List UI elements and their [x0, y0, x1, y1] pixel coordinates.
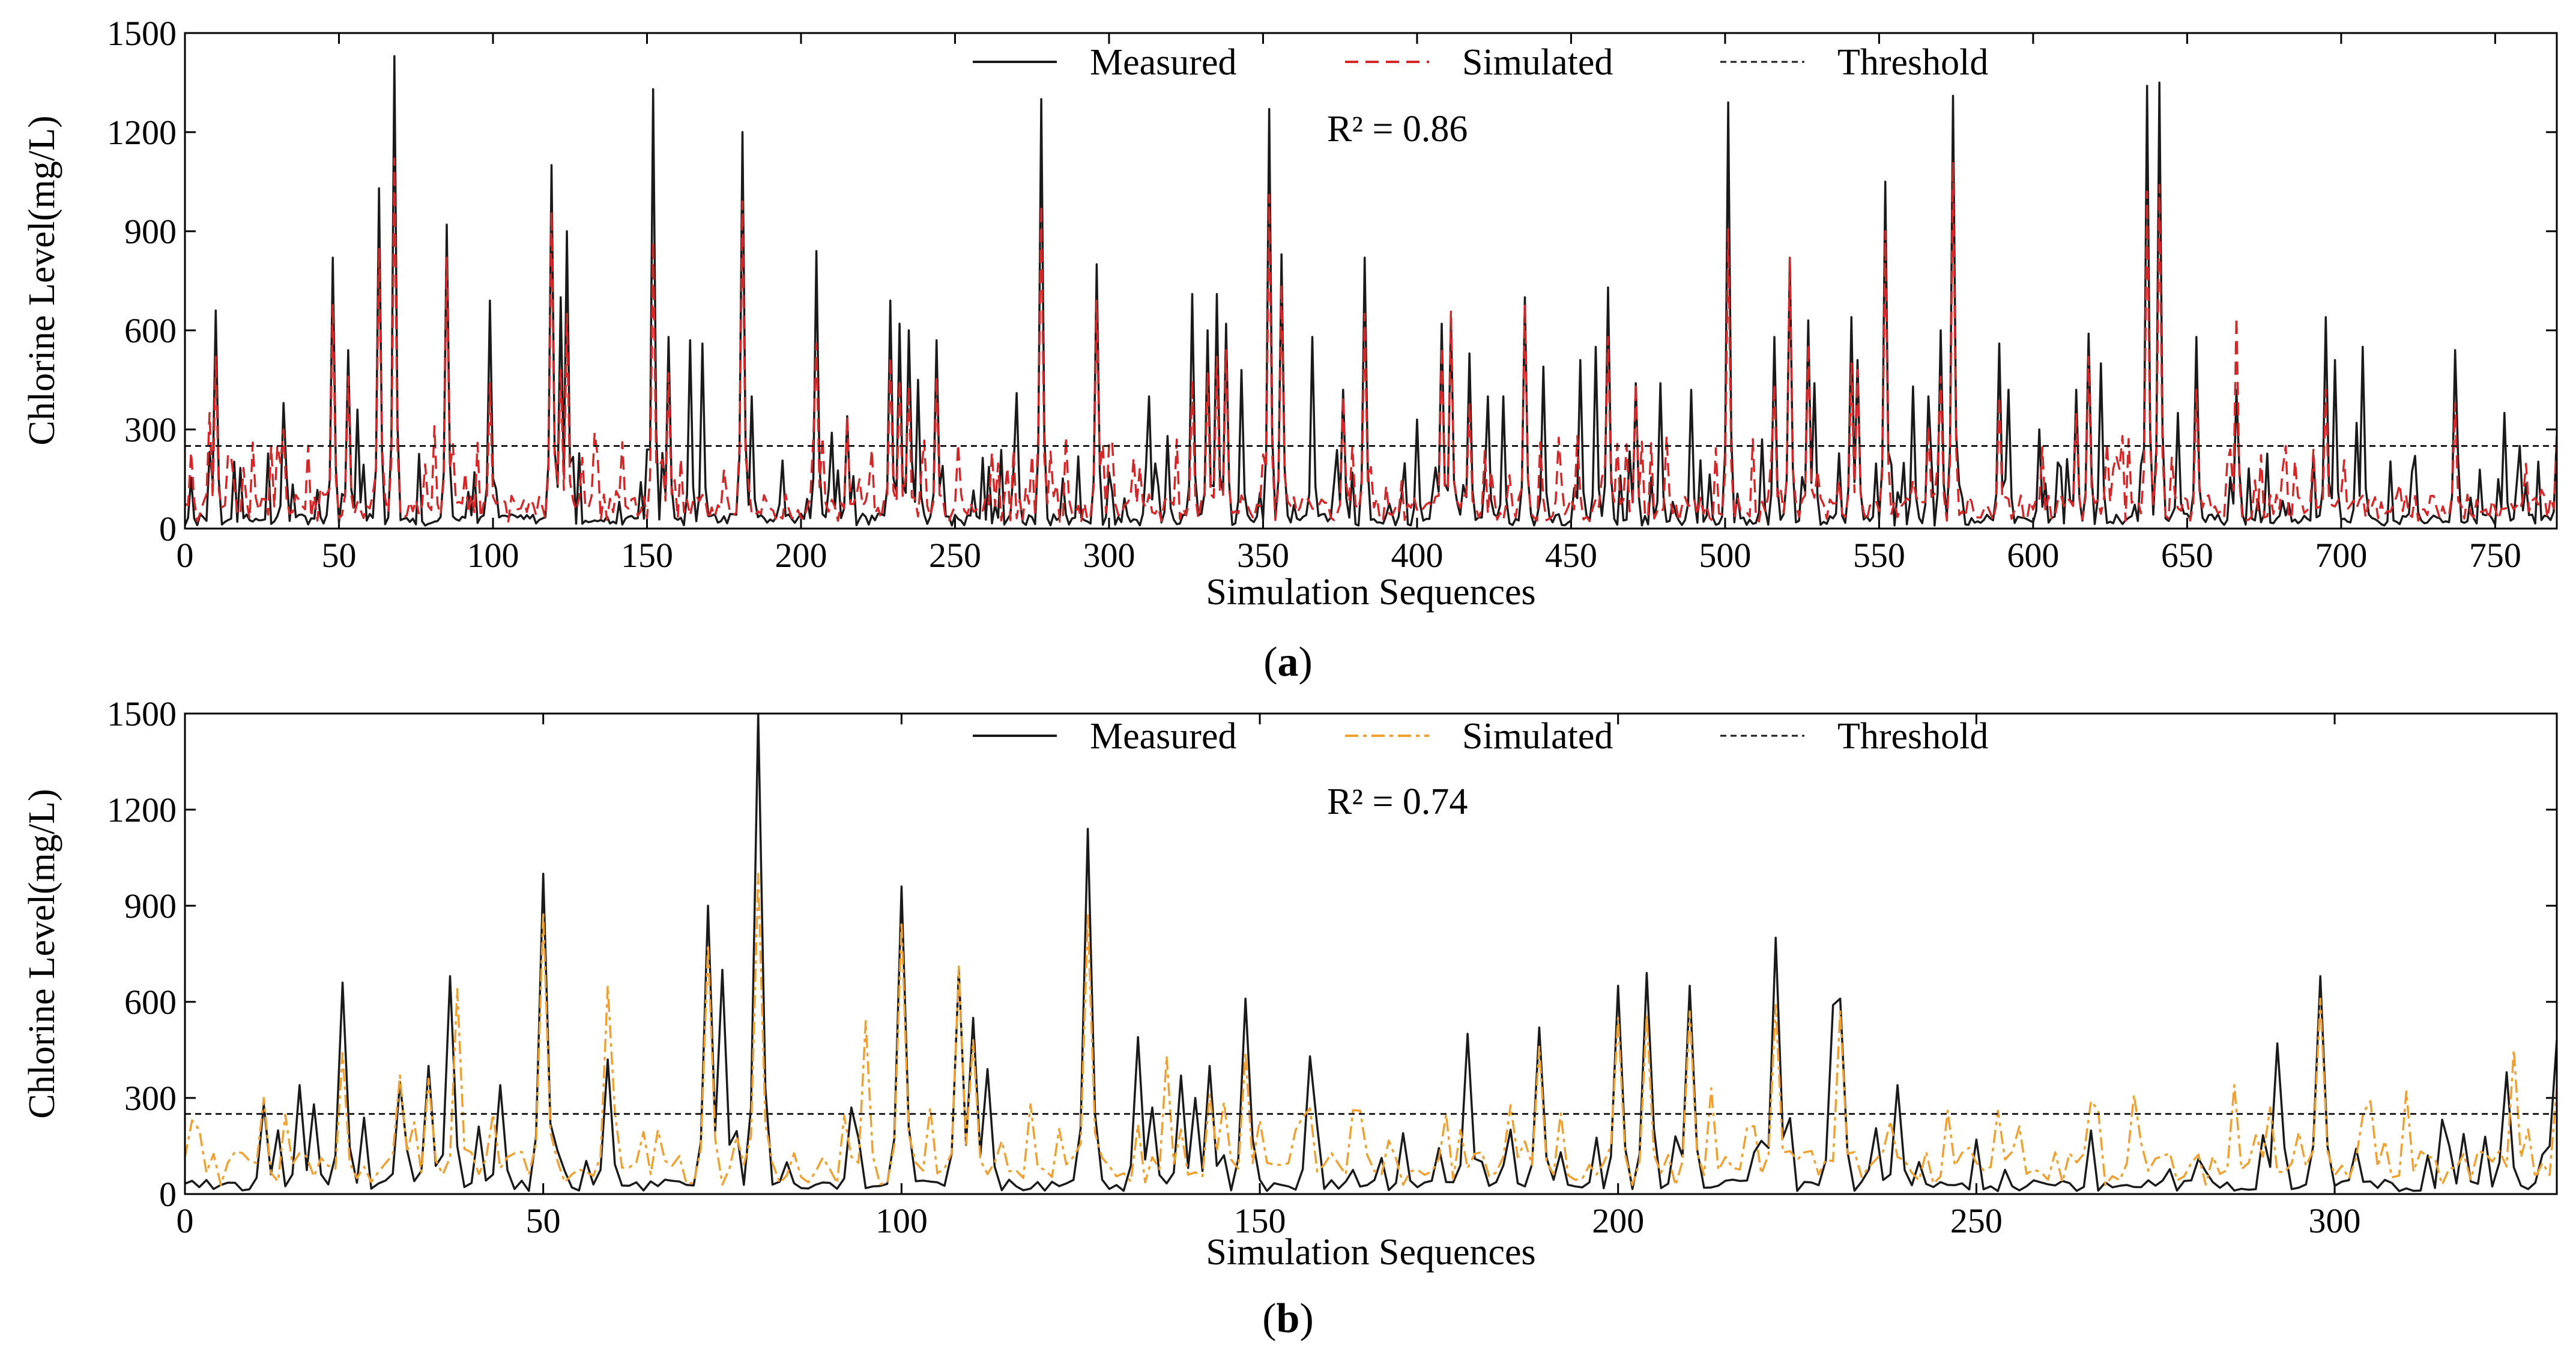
panel-b: 0 300 600 900 1200 1500 0 50 100 150 200 250 300 Mea… [22, 694, 2558, 1342]
legend-b-threshold-label: Threshold [1837, 716, 1988, 757]
panel-a-xtick-label-7: 350 [1237, 536, 1289, 575]
panel-a-xtick-label-10: 500 [1699, 536, 1751, 575]
panel-b-ytick-label-5: 1500 [107, 694, 177, 733]
panel-b-plot [185, 714, 2557, 1192]
panel-a-ytick-label-2: 600 [124, 311, 177, 350]
panel-a-caption: (a) [1263, 639, 1313, 685]
legend-a-measured-label: Measured [1090, 42, 1236, 83]
panel-a-ytick-label-3: 900 [124, 212, 177, 251]
panel-b-xtick-label-4: 200 [1592, 1201, 1644, 1240]
panel-a-frame [184, 32, 2558, 530]
panel-b-ytick-label-3: 900 [124, 887, 177, 926]
panel-a: 0 300 600 900 1200 1500 0 50 100 150 200 250 300 350 4… [22, 14, 2558, 685]
panel-b-ytick-label-2: 600 [124, 983, 177, 1022]
panel-a-series-area [185, 55, 2557, 527]
panel-b-ytick-label-0: 0 [159, 1175, 177, 1214]
legend-b-measured-label: Measured [1090, 716, 1236, 757]
panel-a-xtick-label-2: 100 [467, 536, 519, 575]
panel-a-gridlines: 0 300 600 900 1200 1500 0 50 100 150 200 250 300 350 4… [107, 14, 2557, 575]
panel-a-ytick-label-1: 300 [124, 410, 177, 449]
panel-b-gridlines: 0 300 600 900 1200 1500 0 50 100 150 200 250 300 [107, 694, 2557, 1240]
panel-a-xtick-label-13: 650 [2161, 536, 2213, 575]
panel-b-caption: (b) [1262, 1296, 1314, 1342]
panel-b-series-measured [185, 714, 2557, 1192]
panel-a-caption-letter: a [1278, 639, 1299, 685]
panel-a-xtick-label-12: 600 [2007, 536, 2059, 575]
panel-a-xtick-label-5: 250 [929, 536, 981, 575]
panel-a-legend: Measured Simulated Threshold [973, 42, 1988, 83]
panel-a-xtick-label-4: 200 [775, 536, 827, 575]
panel-a-plot [185, 55, 2557, 527]
panel-b-series-simulated [185, 872, 2557, 1187]
panel-b-legend: Measured Simulated Threshold [973, 716, 1988, 757]
panel-a-series-simulated [185, 157, 2557, 523]
legend-a-threshold-label: Threshold [1837, 42, 1988, 83]
legend-b-simulated-label: Simulated [1462, 716, 1613, 757]
panel-b-xtick-label-3: 150 [1234, 1201, 1286, 1240]
panel-a-ytick-label-4: 1200 [107, 113, 177, 152]
panel-a-ytick-label-5: 1500 [107, 14, 177, 53]
panel-a-xtick-label-9: 450 [1545, 536, 1597, 575]
panel-a-r2-annotation: R² = 0.86 [1327, 109, 1468, 150]
panel-b-r2-annotation: R² = 0.74 [1327, 781, 1468, 822]
panel-b-xtick-label-1: 50 [526, 1201, 561, 1240]
panel-a-xtick-label-6: 300 [1083, 536, 1135, 575]
panel-a-xtick-label-14: 700 [2315, 536, 2367, 575]
panel-a-xtick-label-3: 150 [621, 536, 673, 575]
panel-b-caption-letter: b [1277, 1296, 1300, 1342]
panel-a-xtick-label-11: 550 [1853, 536, 1905, 575]
panel-b-frame [184, 712, 2558, 1195]
panel-b-x-axis-title: Simulation Sequences [1206, 1232, 1535, 1273]
panel-b-xtick-label-6: 300 [2309, 1201, 2361, 1240]
panel-a-y-axis-title: Chlorine Level(mg/L) [22, 115, 62, 445]
panel-b-series-area [185, 714, 2557, 1192]
panel-a-xtick-label-1: 50 [321, 536, 356, 575]
panel-b-xtick-label-5: 250 [1950, 1201, 2003, 1240]
panel-b-ytick-label-1: 300 [124, 1079, 177, 1118]
panel-a-xtick-label-8: 400 [1391, 536, 1443, 575]
panel-a-xtick-label-15: 750 [2469, 536, 2521, 575]
panel-a-x-axis-title: Simulation Sequences [1206, 572, 1535, 613]
panel-b-ytick-label-4: 1200 [107, 790, 177, 829]
panel-a-ytick-label-0: 0 [159, 509, 177, 548]
panel-a-xtick-label-0: 0 [177, 536, 194, 575]
panel-b-xtick-label-2: 100 [875, 1201, 928, 1240]
panel-b-xtick-label-0: 0 [177, 1201, 194, 1240]
panel-b-y-axis-title: Chlorine Level(mg/L) [22, 789, 62, 1118]
legend-a-simulated-label: Simulated [1462, 42, 1613, 83]
